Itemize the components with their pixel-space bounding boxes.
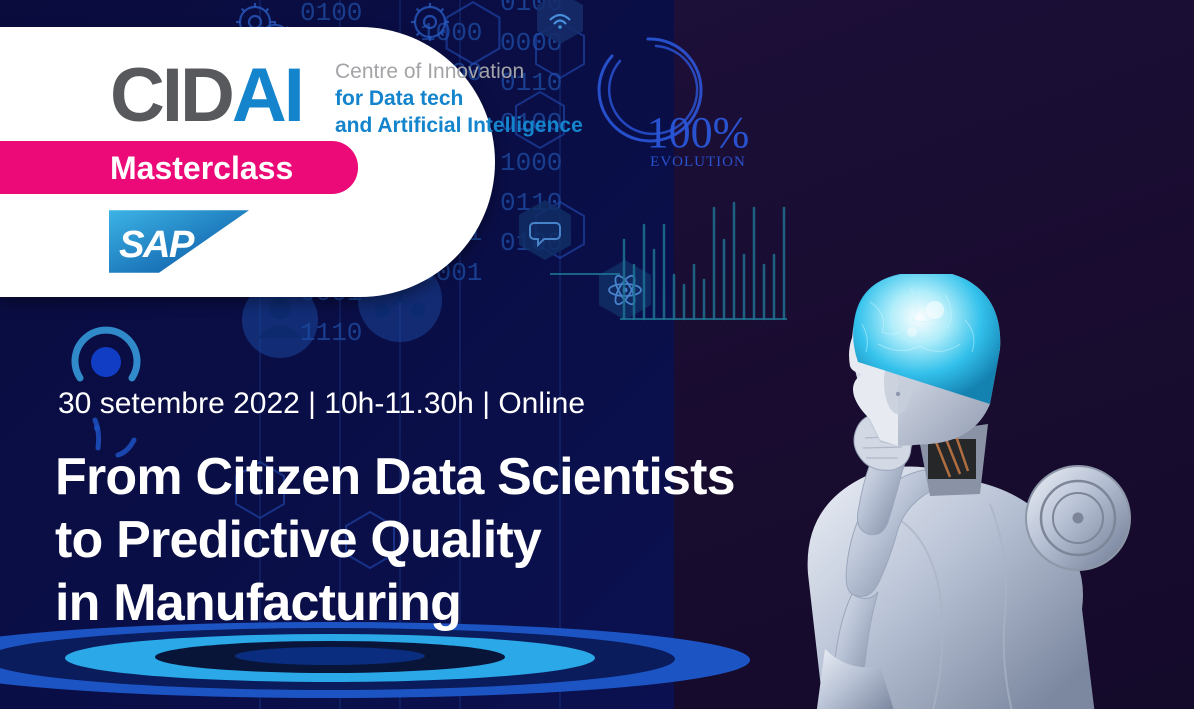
svg-text:100%: 100%	[647, 108, 750, 157]
svg-text:1000: 1000	[420, 18, 482, 48]
svg-text:SAP: SAP	[119, 223, 195, 266]
svg-text:0100: 0100	[300, 0, 362, 28]
svg-text:EVOLUTION: EVOLUTION	[650, 154, 746, 170]
svg-text:1000: 1000	[500, 148, 562, 178]
